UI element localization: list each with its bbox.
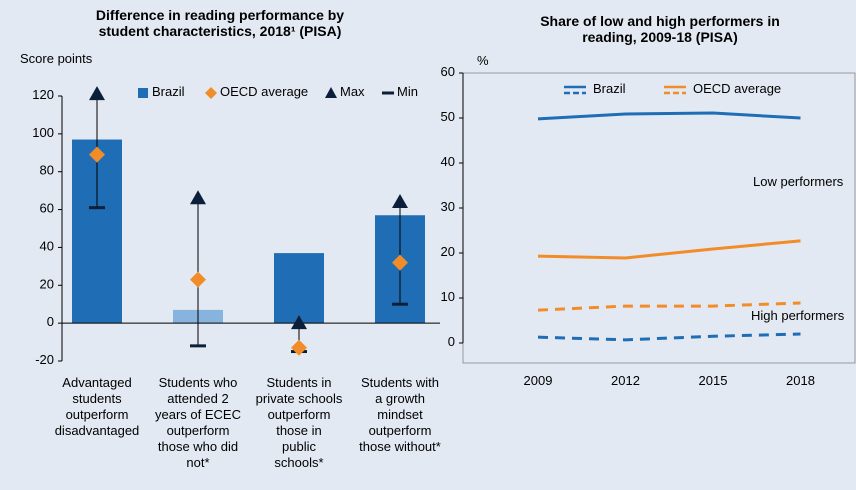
x-tick-label: Advantaged students outperform disadvantage… <box>55 375 140 438</box>
line-series <box>537 111 801 121</box>
annotation: High performers <box>751 308 845 323</box>
x-tick-label: Students who attended 2 years of ECEC outpe… <box>155 375 241 470</box>
y-tick-label: 80 <box>40 163 54 178</box>
y-tick-label: 0 <box>47 315 54 330</box>
y-tick-label: 50 <box>441 109 455 124</box>
max-marker <box>89 86 105 101</box>
line-series <box>537 301 801 312</box>
chart-title: Difference in reading performance by stud… <box>96 7 344 39</box>
y-tick-label: 60 <box>40 201 54 216</box>
y-tick-label: 40 <box>441 154 455 169</box>
y-tick-label: 10 <box>441 289 455 304</box>
legend-swatch <box>325 87 337 98</box>
line-series <box>537 332 801 342</box>
x-tick-label: Students in private schools outperform thos… <box>256 375 343 470</box>
y-tick-label: 100 <box>32 125 54 140</box>
legend-label: Min <box>397 84 418 99</box>
max-marker <box>190 190 206 205</box>
legend-label: Brazil <box>152 84 185 99</box>
y-tick-label: 0 <box>448 334 455 349</box>
y-tick-label: 20 <box>441 244 455 259</box>
legend-label: OECD average <box>220 84 308 99</box>
x-tick-label: Students with a growth mindset outperform th… <box>359 375 441 454</box>
y-tick-label: 20 <box>40 277 54 292</box>
y-axis-label: % <box>477 53 489 68</box>
y-tick-label: 40 <box>40 239 54 254</box>
y-tick-label: 30 <box>441 199 455 214</box>
legend-label: Brazil <box>593 81 626 96</box>
legend-label: OECD average <box>693 81 781 96</box>
x-tick-label: 2012 <box>611 373 640 388</box>
oecd-marker <box>392 254 408 271</box>
x-tick-label: 2009 <box>524 373 553 388</box>
oecd-marker <box>190 271 206 288</box>
x-tick-label: 2018 <box>786 373 815 388</box>
max-marker <box>392 194 408 208</box>
oecd-marker <box>89 146 105 163</box>
y-tick-label: 120 <box>32 87 54 102</box>
x-tick-label: 2015 <box>699 373 728 388</box>
legend-swatch <box>138 88 148 98</box>
y-tick-label: -20 <box>35 352 54 367</box>
bar <box>274 253 324 324</box>
legend-swatch <box>205 87 217 99</box>
oecd-marker <box>291 339 307 356</box>
line-series <box>537 239 801 260</box>
legend-label: Max <box>340 84 365 99</box>
y-tick-label: 60 <box>441 64 455 79</box>
chart-title: Share of low and high performers in readi… <box>540 13 780 45</box>
annotation: Low performers <box>753 174 844 189</box>
max-marker <box>291 315 307 330</box>
y-axis-label: Score points <box>20 51 93 66</box>
